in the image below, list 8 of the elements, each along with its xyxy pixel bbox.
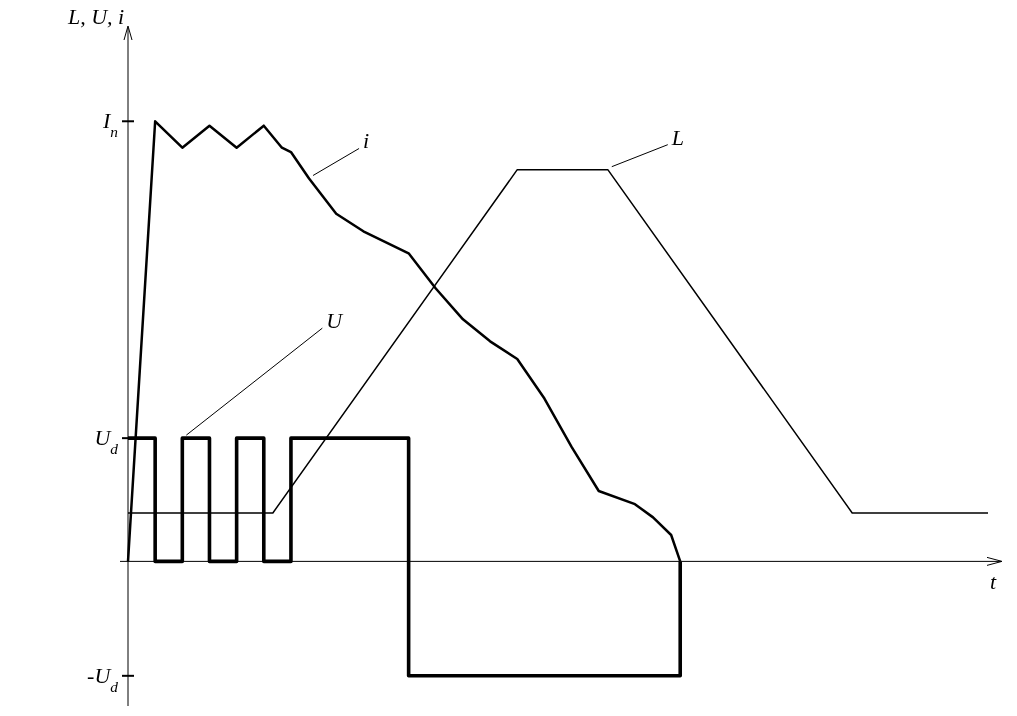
text: L <box>670 124 685 150</box>
x-axis-title: t <box>989 569 997 595</box>
text: U <box>326 308 345 334</box>
y-axis-title: L, U, i <box>67 4 125 29</box>
text: U$_{d}$ <box>94 425 119 457</box>
text: i <box>363 128 370 154</box>
text: -U$_{d}$ <box>87 662 119 695</box>
text: I$_{п}$ <box>101 108 119 140</box>
